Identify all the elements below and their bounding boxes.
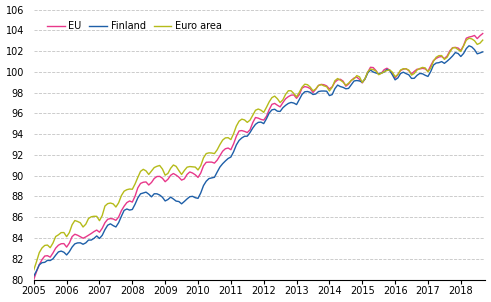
EU	[195, 176, 201, 179]
Line: EU: EU	[34, 34, 483, 280]
Line: Finland: Finland	[34, 46, 483, 276]
Euro area	[466, 37, 472, 40]
Finland	[75, 241, 81, 245]
EU	[75, 233, 81, 237]
Euro area	[45, 243, 51, 247]
EU	[45, 254, 51, 258]
Euro area	[83, 222, 89, 226]
Finland	[195, 197, 201, 200]
EU	[379, 71, 384, 75]
EU	[83, 235, 89, 239]
Finland	[45, 259, 51, 262]
EU	[31, 278, 37, 281]
Euro area	[480, 38, 486, 42]
Euro area	[335, 77, 341, 80]
Finland	[31, 274, 37, 278]
Legend: EU, Finland, Euro area: EU, Finland, Euro area	[43, 17, 226, 35]
Euro area	[379, 72, 384, 75]
Finland	[335, 83, 341, 87]
Finland	[480, 50, 486, 54]
Finland	[83, 241, 89, 245]
Euro area	[31, 268, 37, 272]
Line: Euro area: Euro area	[34, 38, 483, 270]
EU	[480, 32, 486, 35]
Euro area	[195, 168, 201, 172]
EU	[335, 78, 341, 82]
Finland	[466, 44, 472, 48]
Euro area	[75, 220, 81, 223]
Finland	[379, 71, 384, 75]
